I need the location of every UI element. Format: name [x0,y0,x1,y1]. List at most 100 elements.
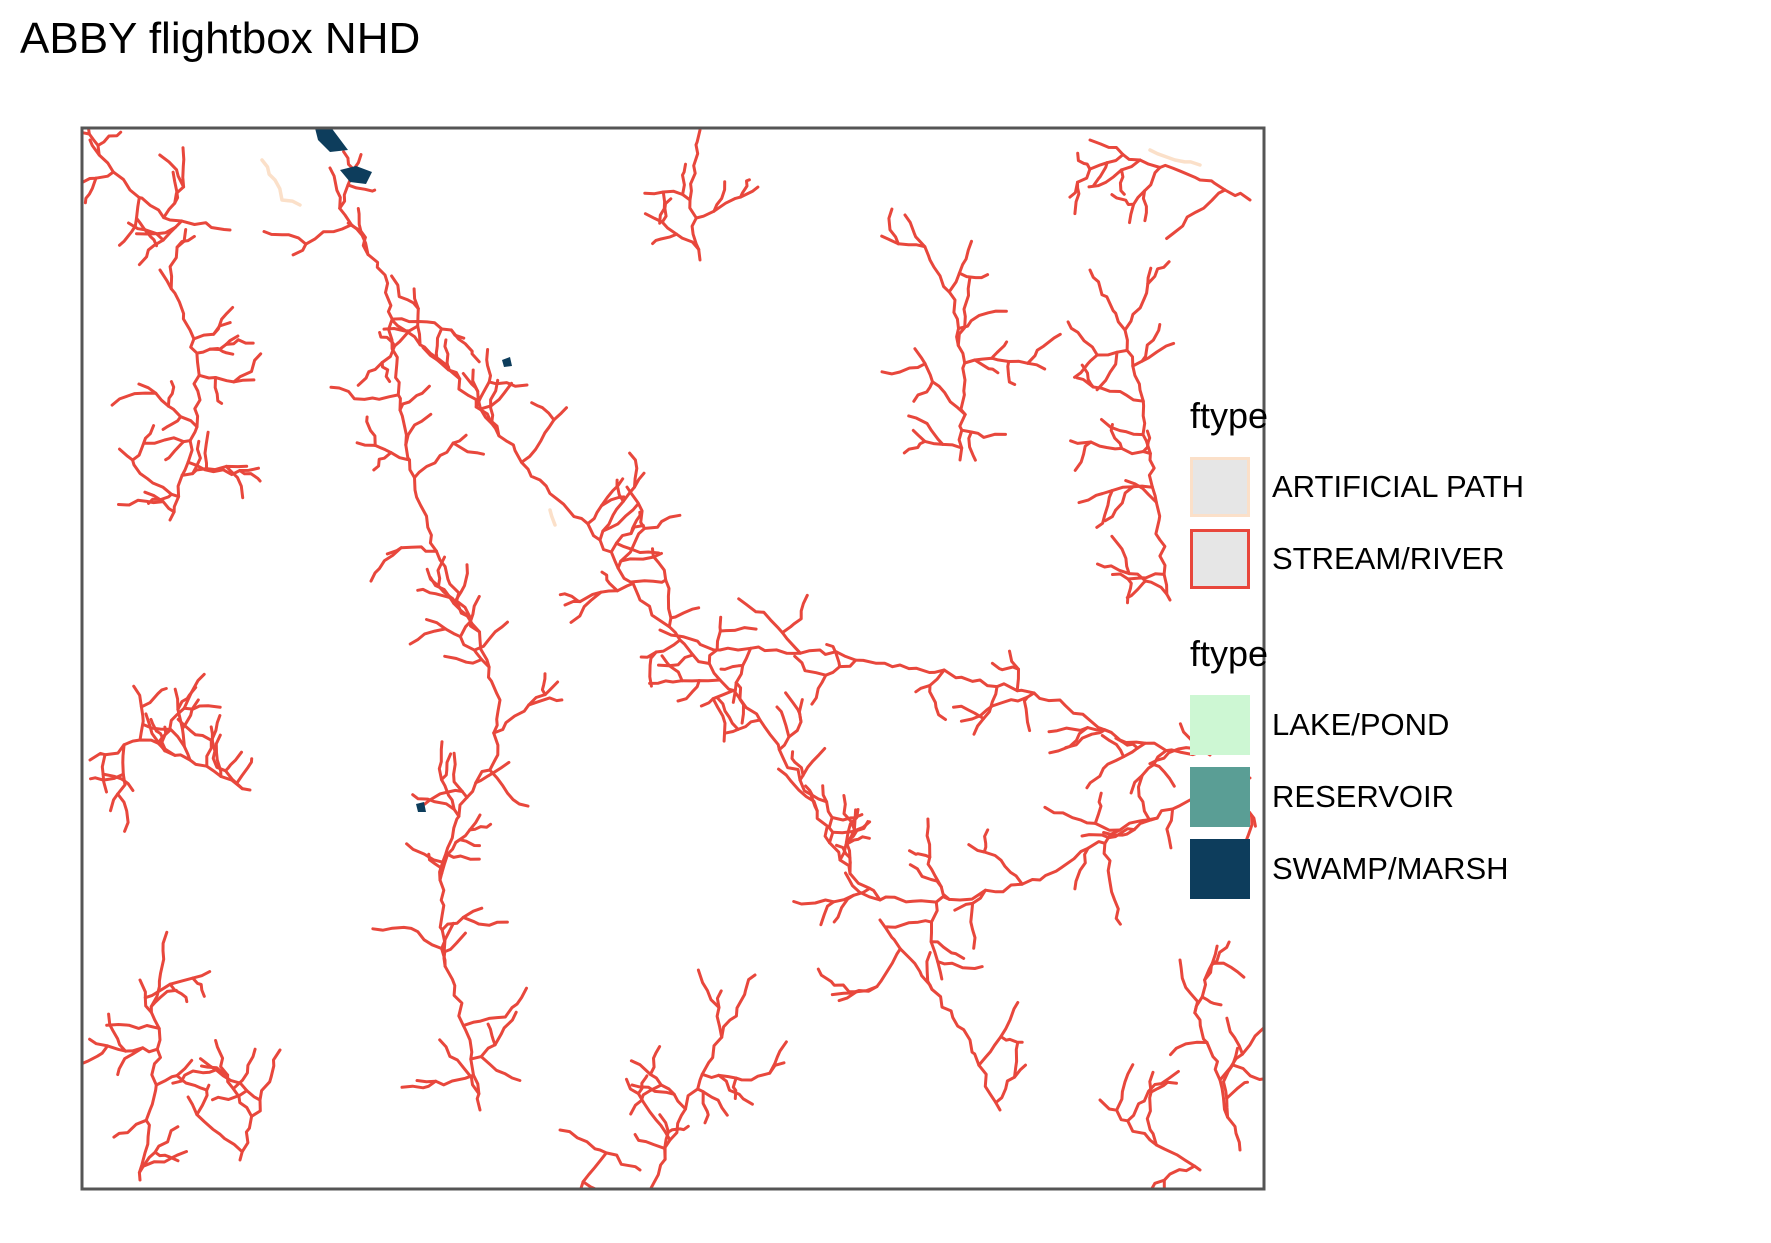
stream-segment [1210,961,1246,979]
stream-segment [213,376,224,405]
stream-segment [711,697,727,743]
stream-segment [707,615,723,665]
stream-segment [908,849,932,859]
stream-segment [380,361,392,383]
stream-segment [1075,376,1145,403]
swamp-marsh-polygon [315,128,348,152]
legend-key-swamp-marsh [1190,839,1250,899]
stream-segment [972,685,999,736]
stream-segment [1231,1063,1264,1081]
stream-segment [1149,1080,1178,1094]
stream-segment [158,268,202,522]
stream-segment [925,817,951,901]
legend-item-lake-pond: LAKE/POND [1190,693,1509,757]
stream-segment [844,835,871,846]
stream-segment [209,725,244,791]
stream-segment [648,1045,662,1076]
stream-segment [488,768,530,808]
stream-segment [658,628,1212,757]
stream-segment [718,626,758,633]
stream-segment [1006,360,1017,386]
stream-segment [878,918,1002,1112]
stream-segment [328,166,502,1112]
legend-item-swamp-marsh: SWAMP/MARSH [1190,837,1509,901]
legend-item-reservoir: RESERVOIR [1190,765,1509,829]
stream-segment [1137,773,1151,821]
stream-segment [437,740,461,818]
stream-segment [489,378,500,425]
stream-segment [957,271,990,280]
stream-segment [291,223,353,257]
stream-segment [1162,1178,1167,1189]
stream-segment [440,752,453,782]
stream-segment [1022,695,1032,733]
stream-segment [967,430,977,462]
stream-segment [132,684,145,742]
stream-segment [443,338,450,372]
stream-segment [82,170,115,185]
stream-segment [1242,810,1254,847]
stream-segment [1131,341,1176,368]
stream-segment [369,546,403,583]
stream-segment [454,838,481,848]
stream-segment [630,1083,676,1096]
stream-segment [844,871,882,902]
stream-segment [166,380,176,408]
stream-segment [82,130,91,136]
stream-segment [83,176,98,205]
stream-segment [973,358,1000,375]
stream-segment [200,1064,230,1077]
stream-segment [224,750,243,773]
legend-key-reservoir [1190,767,1250,827]
stream-segment [925,951,934,991]
stream-segment [442,921,455,968]
stream-segment [175,234,196,249]
stream-segment [427,852,444,875]
artificial-path-segment [548,508,557,527]
stream-segment [451,441,485,456]
stream-segment [619,551,663,563]
stream-segment [400,1079,438,1090]
legend-label: RESERVOIR [1272,779,1455,814]
stream-segment [1225,1080,1249,1100]
stream-segment [468,822,493,832]
stream-segment [208,347,235,356]
legend-label: STREAM/RIVER [1272,541,1505,576]
stream-segment [929,940,966,960]
stream-segment [118,447,181,499]
stream-segment [990,340,1009,360]
stream-segment [329,385,400,401]
legend-flowline: ftype ARTIFICIAL PATH STREAM/RIVER [1190,395,1524,591]
stream-segment [195,1083,211,1117]
stream-segment [1111,572,1166,581]
stream-segment [474,348,492,409]
stream-segment [830,985,879,997]
stream-segment [176,717,214,743]
stream-segment [990,661,1020,672]
stream-segment [629,510,642,535]
stream-segment [171,1068,218,1085]
stream-segment [1129,749,1168,795]
stream-segment [712,180,727,213]
stream-segment [911,428,964,450]
stream-segment [1100,418,1145,437]
stream-segment [1102,828,1136,837]
legend-item-artificial-path: ARTIFICIAL PATH [1190,455,1524,519]
stream-segment [191,976,206,998]
stream-segment [957,309,1008,330]
stream-segment [977,1001,1020,1067]
stream-segment [1128,166,1162,225]
stream-segment [1096,562,1169,596]
stream-segment [186,460,260,477]
stream-segment [616,513,682,570]
stream-segment [486,1022,497,1047]
stream-segment [461,915,509,927]
stream-segment [628,451,639,489]
stream-segment [832,893,856,924]
stream-segment [479,1055,522,1082]
stream-segment [1110,534,1131,576]
stream-network [82,128,1264,1189]
stream-segment [438,813,482,882]
stream-segment [947,239,973,294]
stream-segment [378,331,397,348]
